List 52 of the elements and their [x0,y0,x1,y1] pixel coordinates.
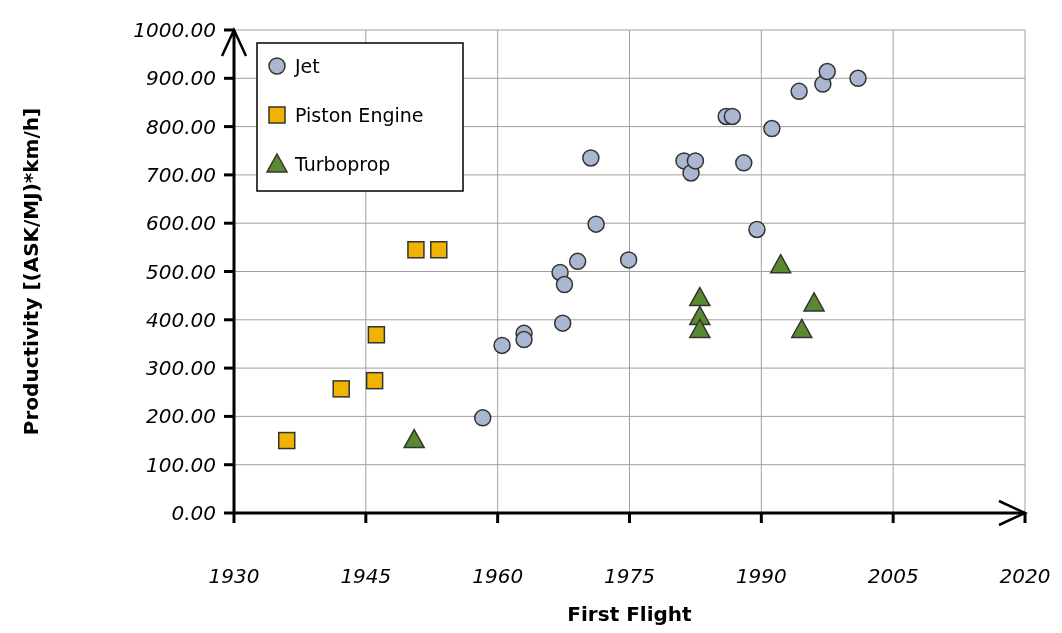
point [407,241,425,259]
point [763,119,781,138]
point [555,275,574,294]
y-tick-label: 400.00 [146,307,216,332]
y-tick-label: 800.00 [146,114,216,139]
point [277,431,296,450]
legend-label: Turboprop [294,153,391,175]
point [515,330,533,349]
legend-label: Piston Engine [295,104,424,126]
point [748,220,766,239]
point [473,409,492,427]
point [849,69,867,88]
y-tick-label: 600.00 [146,211,216,236]
y-tick-label: 1000.00 [133,18,216,42]
x-tick-label: 1960 [472,564,524,588]
x-tick-label: 1975 [604,564,655,588]
point [403,428,425,449]
point [582,149,600,167]
point [735,154,753,172]
point [689,318,711,339]
x-tick-label: 1990 [735,564,787,588]
point [619,251,638,269]
point [689,286,711,307]
y-tick-label: 100.00 [146,452,216,477]
y-axis-title: Productivity [(ASK/MJ)*km/h] [19,107,43,436]
x-tick-label: 1930 [208,564,260,588]
point [587,215,605,233]
point [365,371,384,390]
point [803,292,825,312]
point [686,152,705,170]
legend-label: Jet [294,55,320,77]
y-tick-label: 700.00 [146,162,216,187]
point [493,336,511,355]
x-axis-title: First Flight [567,602,693,626]
x-tick-label: 2020 [999,564,1051,588]
y-tick-label: 200.00 [146,404,216,429]
x-tick-label: 2005 [867,564,919,588]
y-tick-label: 500.00 [146,259,216,284]
y-tick-label: 300.00 [146,356,216,381]
point [791,318,813,339]
point [568,252,587,271]
point [818,62,836,81]
y-tick-label: 900.00 [146,66,216,91]
y-tick-label: 0.00 [171,501,216,525]
point [332,380,350,398]
point [723,107,742,126]
point [790,82,808,101]
point [367,326,386,344]
point [769,253,792,274]
point [553,314,572,332]
point [430,241,448,259]
x-tick-label: 1945 [340,564,392,588]
